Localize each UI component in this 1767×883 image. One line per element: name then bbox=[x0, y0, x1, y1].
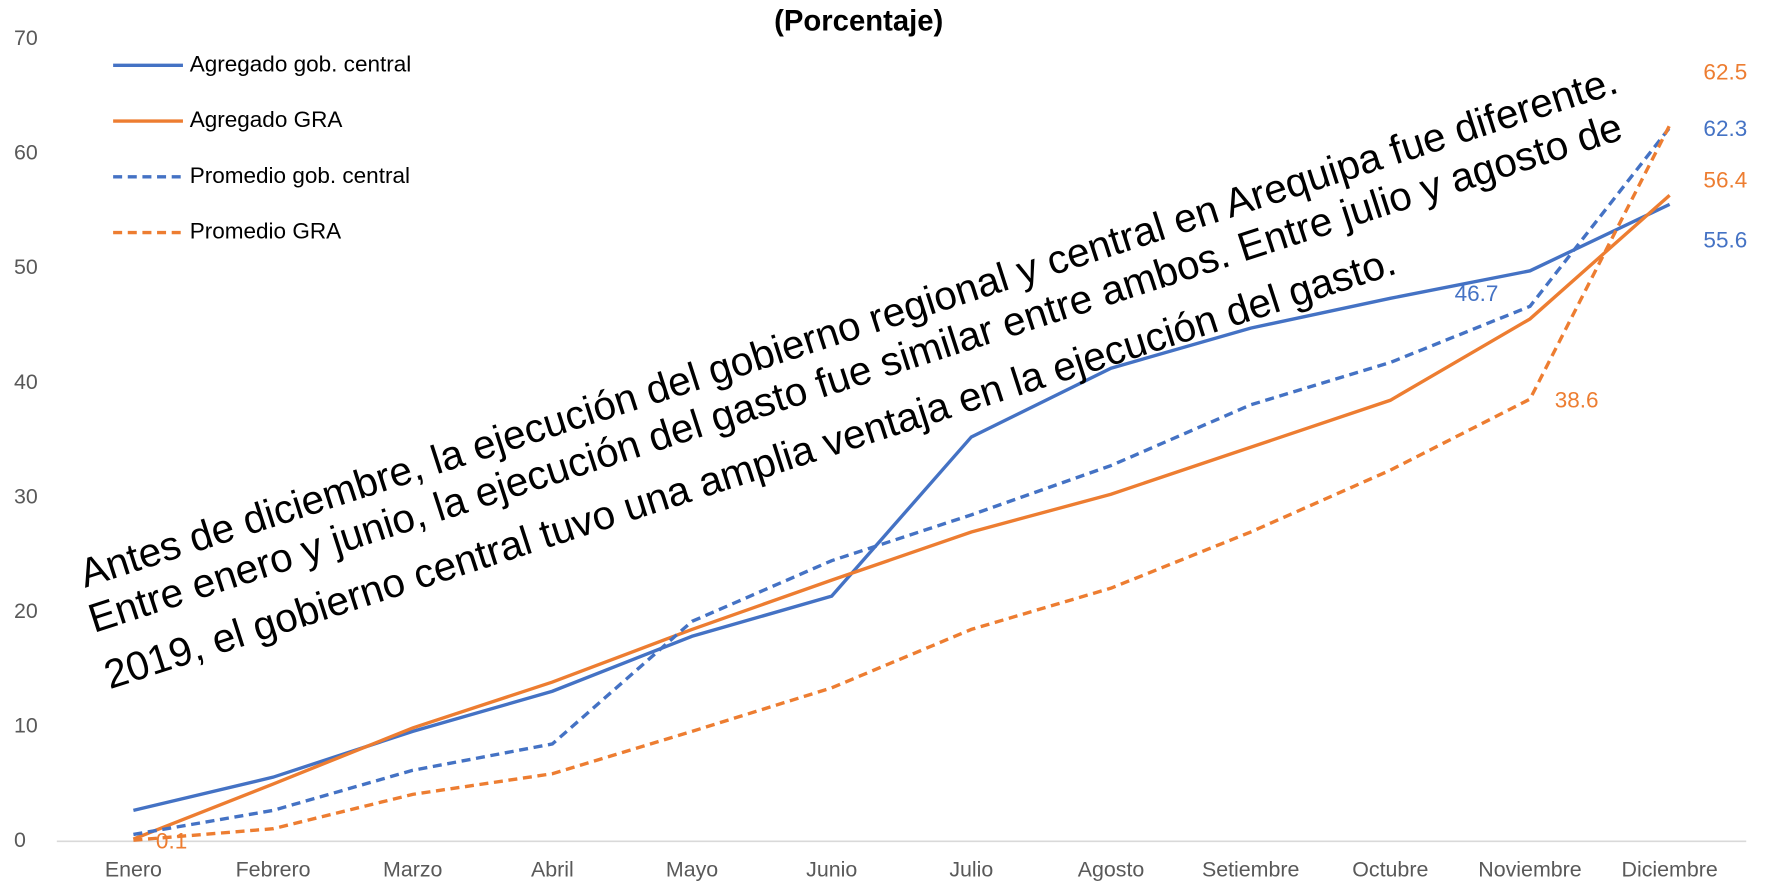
series-line bbox=[133, 124, 1672, 842]
series-line bbox=[133, 126, 1671, 837]
x-tick-label: Diciembre bbox=[1622, 857, 1718, 881]
y-tick-label: 70 bbox=[14, 26, 38, 50]
x-tick-label: Abril bbox=[531, 857, 574, 881]
data-label: 46.7 bbox=[1455, 281, 1499, 306]
y-tick-label: 10 bbox=[14, 713, 38, 737]
x-tick-label: Febrero bbox=[236, 857, 311, 881]
y-tick-label: 30 bbox=[14, 484, 38, 508]
legend-label: Promedio GRA bbox=[190, 219, 341, 244]
x-tick-label: Mayo bbox=[666, 857, 718, 881]
legend-label: Agregado GRA bbox=[190, 107, 343, 132]
x-tick-label: Enero bbox=[105, 857, 162, 881]
data-label: 62.5 bbox=[1703, 59, 1747, 84]
data-label: 62.3 bbox=[1703, 116, 1747, 141]
x-tick-label: Julio bbox=[949, 857, 993, 881]
annotation: Antes de diciembre, la ejecución del gob… bbox=[74, 57, 1623, 597]
y-tick-label: 0 bbox=[14, 828, 26, 852]
y-tick-label: 40 bbox=[14, 370, 38, 394]
data-label: 56.4 bbox=[1703, 168, 1747, 193]
x-tick-label: Noviembre bbox=[1478, 857, 1581, 881]
legend-label: Promedio gob. central bbox=[190, 163, 410, 188]
y-tick-label: 50 bbox=[14, 255, 38, 279]
data-label: 38.6 bbox=[1555, 387, 1599, 412]
data-label: 0.1 bbox=[156, 828, 187, 853]
annotation: 2019, el gobierno central tuvo una ampli… bbox=[98, 238, 1401, 698]
data-label: 55.6 bbox=[1703, 228, 1747, 253]
x-tick-label: Marzo bbox=[383, 857, 442, 881]
x-tick-label: Agosto bbox=[1078, 857, 1145, 881]
legend-label: Agregado gob. central bbox=[190, 51, 412, 76]
y-tick-label: 60 bbox=[14, 141, 38, 165]
y-tick-label: 20 bbox=[14, 599, 38, 623]
x-tick-label: Octubre bbox=[1352, 857, 1428, 881]
series-line bbox=[132, 193, 1671, 841]
chart-title: (Porcentaje) bbox=[774, 4, 943, 37]
x-tick-label: Junio bbox=[806, 857, 857, 881]
x-tick-label: Setiembre bbox=[1202, 857, 1299, 881]
